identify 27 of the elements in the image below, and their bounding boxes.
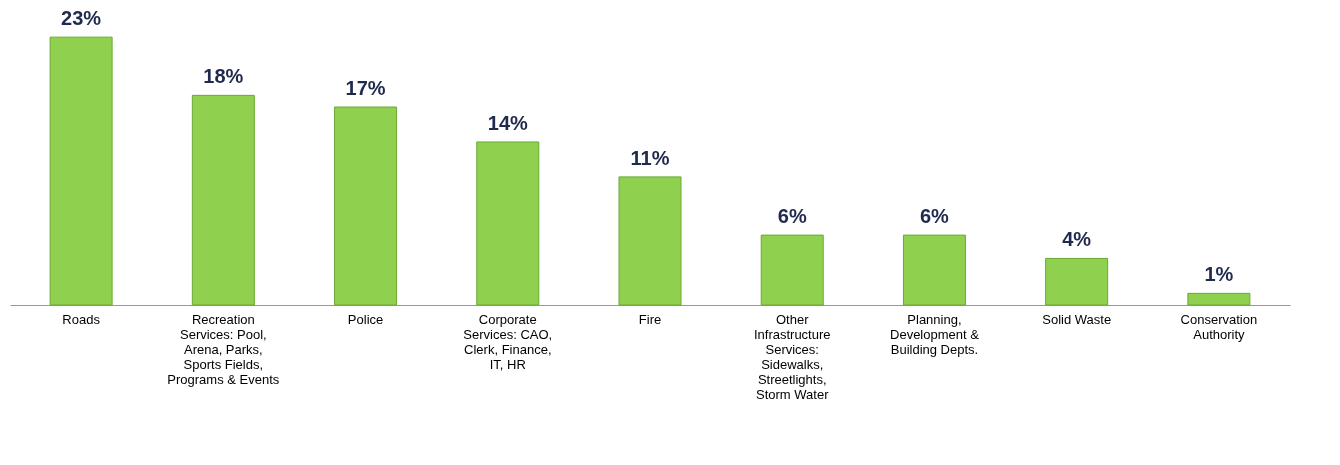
bar xyxy=(476,141,540,306)
data-label: 1% xyxy=(1204,263,1234,286)
data-label: 6% xyxy=(777,205,807,228)
data-label: 4% xyxy=(1062,228,1092,251)
bar xyxy=(191,94,255,306)
bar xyxy=(618,176,682,306)
bar xyxy=(49,36,113,306)
bar xyxy=(1187,292,1251,306)
x-tick-label: Planning, Development & Building Depts. xyxy=(890,311,980,357)
x-tick-label: Conservation Authority xyxy=(1180,311,1258,342)
bar xyxy=(1045,257,1109,306)
data-label: 14% xyxy=(487,111,529,134)
bar xyxy=(902,234,966,306)
x-tick-label: Roads xyxy=(62,311,101,327)
x-tick-label: Police xyxy=(347,311,384,327)
bar xyxy=(334,106,398,306)
data-label: 6% xyxy=(919,205,950,228)
bar xyxy=(760,234,824,306)
x-tick-label: Solid Waste xyxy=(1042,311,1112,327)
data-label: 23% xyxy=(61,7,102,30)
data-label: 18% xyxy=(203,65,244,88)
data-label: 17% xyxy=(345,77,386,100)
x-tick-label: Fire xyxy=(638,311,662,327)
x-tick-label: Other Infrastructure Services: Sidewalks, Streetlights, Storm Water xyxy=(753,311,831,402)
data-label: 11% xyxy=(630,146,670,169)
x-tick-label: Recreation Services: Pool, Arena, Parks, Sports Fields, Programs & Events xyxy=(167,311,280,387)
x-tick-label: Corporate Services: CAO, Clerk, Finance, IT, HR xyxy=(463,311,553,372)
